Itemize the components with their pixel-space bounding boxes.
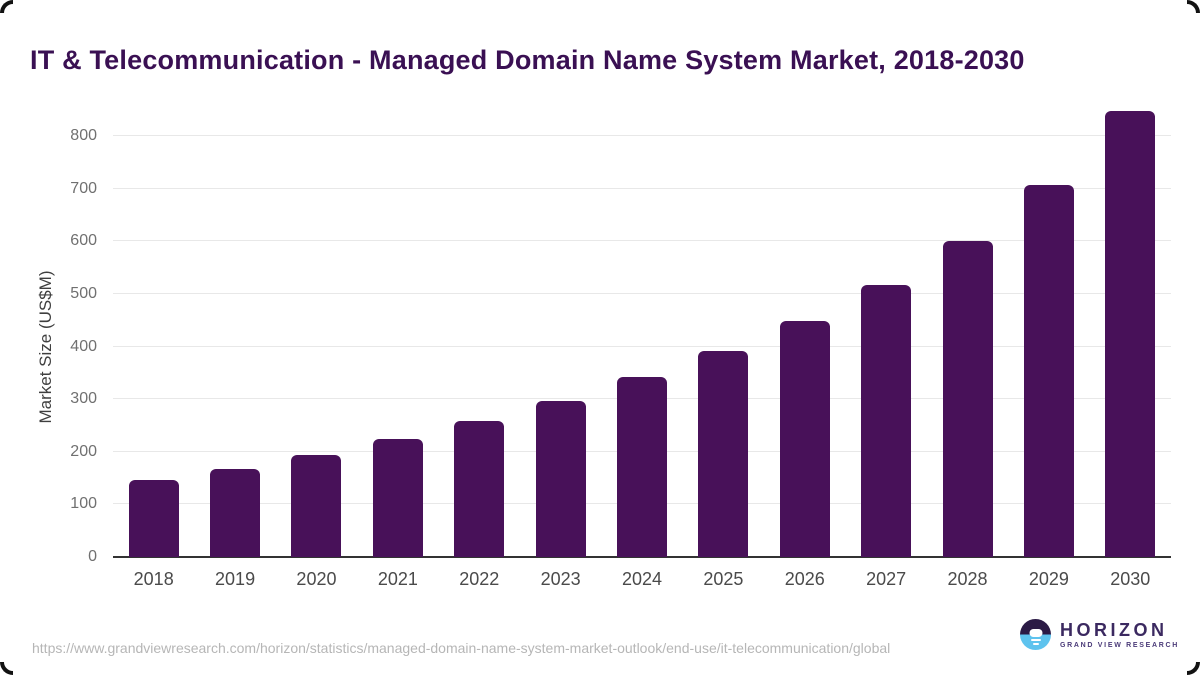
y-tick-label: 600 — [70, 232, 97, 250]
bar-2029 — [1023, 184, 1074, 557]
x-tick-label: 2019 — [215, 569, 256, 589]
frame-corner-bottom-left — [0, 662, 13, 675]
bar-2024 — [617, 376, 667, 557]
gridline — [113, 293, 1171, 294]
logo-subtitle: GRAND VIEW RESEARCH — [1060, 641, 1180, 649]
bar-2028 — [942, 241, 993, 557]
source-url: https://www.grandviewresearch.com/horizo… — [32, 640, 891, 656]
bar-2020 — [291, 454, 342, 557]
bar-2025 — [698, 350, 749, 557]
x-tick-label: 2028 — [947, 569, 988, 589]
gridline — [113, 187, 1171, 189]
gridline — [113, 240, 1171, 242]
bar-2021 — [372, 438, 423, 557]
horizon-logo-text: HORIZON GRAND VIEW RESEARCH — [1060, 621, 1179, 649]
gridline — [113, 135, 1171, 137]
horizon-logo-icon — [1020, 619, 1051, 650]
horizon-logo: HORIZON GRAND VIEW RESEARCH — [1020, 619, 1179, 650]
x-tick-label: 2029 — [1028, 569, 1069, 589]
bar-2030 — [1105, 111, 1156, 557]
y-axis-tick-labels: 0 100 200 300 400 500 600 700 800 — [0, 100, 97, 565]
x-axis-line — [113, 556, 1171, 558]
x-axis-tick-labels: 2018 2019 2020 2021 2022 2023 2024 2025 2026 2027… — [113, 569, 1171, 595]
sun-icon — [1029, 629, 1042, 637]
y-tick-label: 500 — [70, 285, 97, 302]
bar-2018 — [128, 480, 179, 557]
x-tick-label: 2027 — [866, 569, 907, 589]
chart-title: IT & Telecommunication - Managed Domain … — [30, 45, 1025, 76]
x-tick-label: 2020 — [296, 569, 337, 589]
frame-corner-top-right — [1187, 0, 1200, 13]
x-tick-label: 2025 — [703, 569, 744, 589]
bar-2023 — [535, 400, 586, 557]
x-tick-label: 2023 — [540, 569, 581, 589]
y-tick-label: 700 — [70, 179, 97, 197]
y-tick-label: 200 — [70, 442, 97, 460]
frame-corner-bottom-right — [1187, 662, 1200, 675]
x-tick-label: 2024 — [621, 569, 663, 589]
bar-2026 — [779, 320, 830, 557]
plot-area — [113, 100, 1171, 558]
y-tick-label: 0 — [88, 548, 97, 565]
bar-2022 — [454, 421, 505, 557]
logo-name: HORIZON — [1060, 619, 1168, 640]
sun-reflection-line — [1032, 643, 1039, 645]
sun-reflection-line — [1030, 639, 1041, 641]
x-tick-label: 2030 — [1110, 569, 1151, 589]
x-tick-label: 2026 — [784, 569, 825, 589]
gridline — [113, 345, 1171, 347]
y-tick-label: 400 — [70, 337, 97, 355]
bar-2027 — [861, 285, 912, 557]
y-tick-label: 800 — [70, 127, 97, 145]
bar-2019 — [210, 468, 261, 557]
x-tick-label: 2018 — [133, 569, 174, 589]
y-tick-label: 300 — [70, 390, 97, 408]
x-tick-label: 2021 — [377, 569, 418, 589]
x-tick-label: 2022 — [459, 569, 500, 589]
frame-corner-top-left — [0, 0, 13, 13]
y-tick-label: 100 — [70, 495, 97, 513]
